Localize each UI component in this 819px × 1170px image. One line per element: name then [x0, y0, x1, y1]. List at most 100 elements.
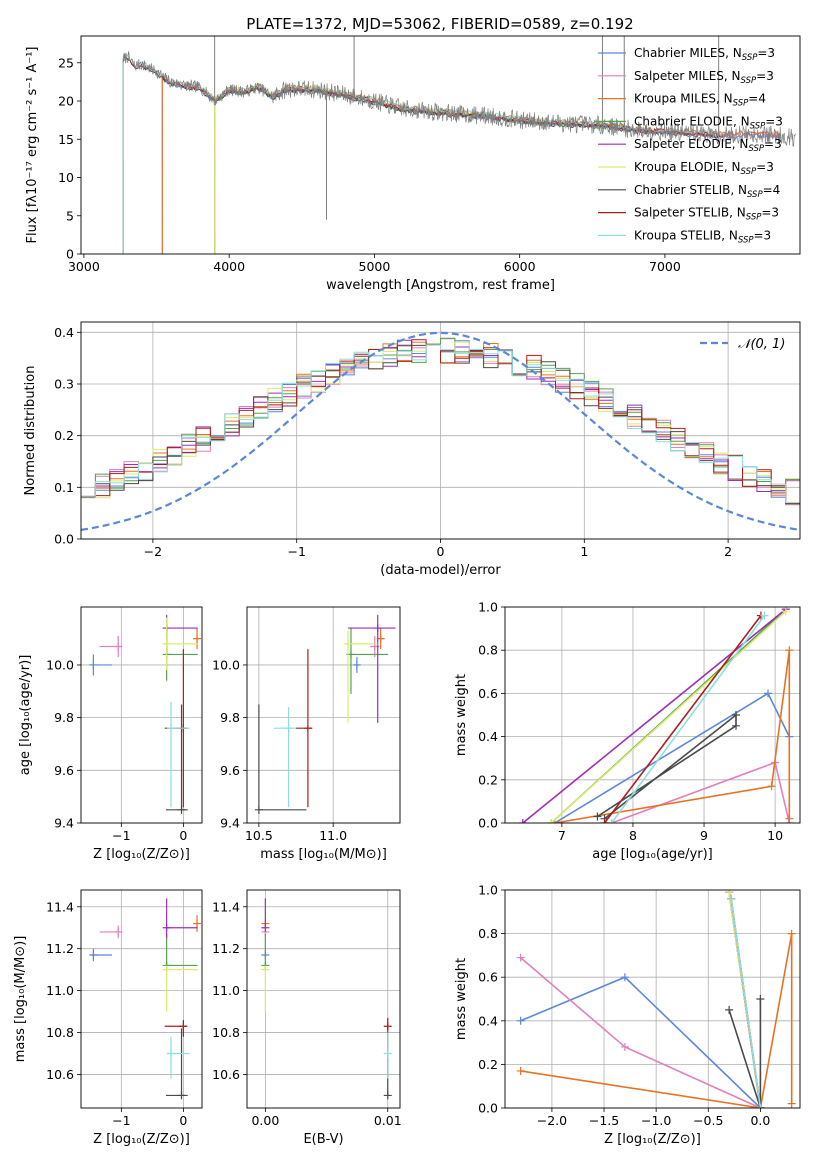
x-tick-label: 0.00	[251, 1113, 279, 1128]
point-marker-kroupa_stelib	[284, 724, 293, 733]
y-axis-label: mass weight	[454, 674, 469, 756]
panel-5: 7 8 9 10 0.0 0.2 0.4 0.6 0.8 1.0 age [log₁₀(age/yr…	[454, 600, 801, 862]
weight-line-kroupa_stelib	[730, 898, 762, 1108]
y-tick-label: 9.8	[54, 710, 74, 725]
y-tick-label: 0.2	[54, 428, 74, 443]
x-tick-label: −1.0	[641, 1113, 671, 1128]
y-tick-label: 0.0	[54, 532, 74, 547]
y-tick-label: 11.4	[46, 899, 74, 914]
y-tick-label: 0.3	[54, 377, 74, 392]
y-tick-label: 10.6	[46, 1067, 74, 1082]
point-marker-salpeter_stelib	[383, 1022, 392, 1031]
legend-label-salpeter_elodie: Salpeter ELODIE, NSSP=3	[634, 137, 782, 154]
weight-marker-kroupa_miles	[516, 1066, 525, 1075]
y-axis-label: mass [log₁₀(M/M⊙)]	[13, 936, 28, 1063]
point-marker-kroupa_elodie	[261, 965, 270, 974]
y-tick-label: 0	[66, 247, 74, 262]
point-marker-chabrier_miles	[352, 660, 361, 669]
histogram-kroupa_stelib	[81, 344, 800, 504]
plot-area	[122, 36, 796, 254]
x-tick-label: 0	[179, 828, 187, 843]
y-tick-label: 11.2	[212, 941, 240, 956]
x-tick-label: −1	[287, 544, 305, 559]
y-tick-label: 10.8	[46, 1025, 74, 1040]
weight-line-kroupa_elodie	[550, 610, 787, 823]
point-marker-kroupa_miles	[193, 919, 202, 928]
legend-label-chabrier_miles: Chabrier MILES, NSSP=3	[634, 46, 775, 63]
point-marker-kroupa_stelib	[166, 1049, 175, 1058]
point-marker-salpeter_stelib	[179, 1022, 188, 1031]
y-tick-label: 1.0	[478, 600, 498, 615]
point-marker-salpeter_miles	[114, 927, 123, 936]
plot-area	[261, 898, 392, 1100]
y-tick-label: 0.1	[54, 480, 74, 495]
weight-marker-salpeter_elodie	[518, 819, 527, 823]
x-axis-label: Z [log₁₀(Z/Z⊙)]	[93, 1132, 190, 1147]
x-axis-label: mass [log₁₀(M/M⊙)]	[260, 847, 387, 862]
x-tick-label: −1.5	[589, 1113, 619, 1128]
axes-frame	[504, 606, 801, 824]
weight-marker-kroupa_stelib	[760, 611, 769, 620]
axes-frame	[246, 606, 401, 824]
y-tick-label: 10	[58, 170, 74, 185]
y-tick-label: 0.0	[478, 1101, 498, 1116]
x-axis-label: wavelength [Angstrom, rest frame]	[326, 278, 555, 293]
y-tick-label: 10.0	[212, 657, 240, 672]
point-marker-kroupa_elodie	[344, 639, 353, 648]
x-tick-label: 10.5	[245, 828, 273, 843]
y-tick-label: 9.6	[54, 763, 74, 778]
weight-line-kroupa_miles	[520, 933, 793, 1108]
x-axis-label: age [log₁₀(age/yr)]	[592, 847, 713, 862]
plot-area	[89, 898, 202, 1100]
x-axis-label: Z [log₁₀(Z/Z⊙)]	[93, 847, 190, 862]
panel-6: −1 0 10.6 10.8 11.0 11.2 11.4 Z [log₁₀(Z/Z⊙)] ma…	[13, 889, 203, 1147]
y-tick-label: 0.4	[54, 325, 74, 340]
y-tick-label: 10.6	[212, 1067, 240, 1082]
weight-marker-chabrier_miles	[620, 973, 629, 982]
weight-marker-kroupa_elodie	[547, 819, 556, 823]
plot-area	[89, 614, 202, 814]
y-tick-label: 0.2	[478, 1057, 498, 1072]
x-tick-label: 5000	[359, 259, 391, 274]
plot-area	[516, 890, 796, 1108]
weight-marker-kroupa_miles	[785, 646, 794, 655]
plot-area	[81, 331, 800, 531]
y-tick-label: 25	[58, 55, 74, 70]
axes-frame	[246, 889, 401, 1109]
weight-marker-chabrier_stelib	[732, 721, 741, 730]
y-tick-label: 11.0	[212, 983, 240, 998]
y-tick-label: 11.2	[46, 941, 74, 956]
weight-marker-kroupa_elodie	[725, 890, 734, 897]
x-tick-label: 0.01	[374, 1113, 402, 1128]
point-marker-kroupa_stelib	[166, 724, 175, 733]
y-tick-label: 0.0	[478, 816, 498, 831]
legend-label-kroupa_stelib: Kroupa STELIB, NSSP=3	[634, 228, 771, 245]
histogram-chabrier_elodie	[81, 337, 800, 498]
x-tick-label: 10	[767, 828, 783, 843]
y-axis-label: Normed distribution	[23, 366, 38, 496]
point-marker-chabrier_stelib	[177, 1091, 186, 1100]
panel-7: 0.00 0.01 10.6 10.8 11.0 11.2 11.4 E(B-V)	[212, 889, 402, 1147]
y-axis-label: age [log₁₀(age/yr)]	[18, 655, 33, 776]
x-tick-label: −2.0	[537, 1113, 567, 1128]
x-tick-label: −1	[112, 1113, 130, 1128]
spectrum-title: PLATE=1372, MJD=53062, FIBERID=0589, z=0…	[246, 15, 633, 33]
weight-line-kroupa_stelib	[610, 615, 766, 823]
point-marker-salpeter_elodie	[373, 624, 382, 633]
y-tick-label: 0.2	[478, 772, 498, 787]
weight-marker-kroupa_stelib	[727, 894, 736, 903]
x-tick-label: 0.0	[750, 1113, 770, 1128]
x-tick-label: −0.5	[693, 1113, 723, 1128]
x-tick-label: 2	[724, 544, 732, 559]
y-tick-label: 9.4	[220, 816, 240, 831]
point-marker-kroupa_elodie	[162, 639, 171, 648]
y-axis-label: mass weight	[454, 958, 469, 1040]
x-tick-label: 0	[179, 1113, 187, 1128]
x-tick-label: 7000	[649, 259, 681, 274]
weight-line-chabrier_stelib	[596, 713, 737, 820]
point-marker-kroupa_elodie	[162, 965, 171, 974]
panel-4: 10.5 11.0 9.4 9.6 9.8 10.0 mass [log₁₀(M/M⊙)]	[212, 606, 401, 862]
y-tick-label: 0.4	[478, 729, 498, 744]
point-marker-chabrier_miles	[89, 660, 98, 669]
legend-label-chabrier_stelib: Chabrier STELIB, NSSP=4	[634, 183, 780, 200]
